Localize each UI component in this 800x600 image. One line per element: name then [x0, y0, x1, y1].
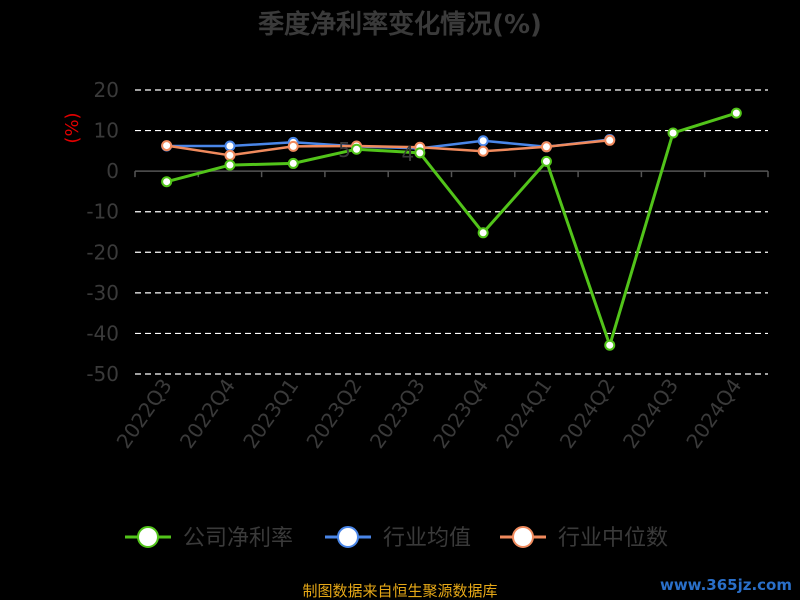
- grid-lines: [135, 89, 768, 375]
- x-tick-label: 2022Q3: [112, 374, 177, 453]
- data-point: [414, 147, 426, 159]
- data-label: 5: [338, 138, 351, 162]
- x-tick-label: 2024Q3: [618, 374, 683, 453]
- data-point: [477, 227, 489, 239]
- watermark: www.365jz.com: [660, 576, 792, 594]
- data-point: [351, 143, 363, 155]
- legend-label: 行业均值: [383, 526, 471, 551]
- x-tick-label: 2024Q2: [555, 374, 620, 453]
- x-tick-label: 2024Q4: [681, 374, 746, 453]
- series-group: [161, 107, 742, 351]
- legend-marker: [337, 526, 359, 548]
- legend-label: 公司净利率: [183, 526, 293, 551]
- data-point: [287, 157, 299, 169]
- legend-marker: [512, 526, 534, 548]
- x-tick-label: 2022Q4: [175, 374, 240, 453]
- x-ticks: 2022Q32022Q42023Q12023Q22023Q32023Q42024…: [112, 374, 747, 453]
- y-tick-label: -40: [86, 321, 119, 345]
- legend-marker: [137, 526, 159, 548]
- legend: 公司净利率 行业均值 行业中位数: [125, 526, 668, 551]
- x-tick-label: 2023Q3: [365, 374, 430, 453]
- legend-label: 行业中位数: [558, 526, 668, 551]
- data-point: [224, 149, 236, 161]
- data-point: [477, 145, 489, 157]
- y-tick-label: -30: [86, 281, 119, 305]
- x-tick-label: 2023Q2: [301, 374, 366, 453]
- data-label: 4: [401, 142, 414, 166]
- y-tick-label: 20: [94, 78, 119, 102]
- data-point: [540, 155, 552, 167]
- data-point: [224, 140, 236, 152]
- data-point: [161, 176, 173, 188]
- y-axis-label: (%): [62, 112, 83, 143]
- chart-title: 季度净利率变化情况(%): [258, 9, 542, 40]
- data-point: [287, 140, 299, 152]
- y-tick-label: -50: [86, 362, 119, 386]
- data-point: [730, 107, 742, 119]
- y-tick-label: 0: [106, 159, 119, 183]
- footer-source: 制图数据来自恒生聚源数据库: [302, 582, 497, 600]
- data-point: [667, 127, 679, 139]
- data-point: [161, 140, 173, 152]
- x-tick-label: 2023Q4: [428, 374, 493, 453]
- x-tick-label: 2024Q1: [491, 374, 556, 453]
- series-line: [166, 111, 737, 347]
- data-point: [477, 135, 489, 147]
- y-tick-label: 10: [94, 119, 119, 143]
- y-ticks: 20 10 0 -10 -20 -30 -40 -50: [86, 78, 119, 386]
- y-tick-label: -10: [86, 200, 119, 224]
- x-tick-label: 2023Q1: [238, 374, 303, 453]
- y-tick-label: -20: [86, 240, 119, 264]
- data-point: [604, 134, 616, 146]
- data-point: [604, 339, 616, 351]
- data-point: [540, 141, 552, 153]
- x-axis: [134, 170, 769, 178]
- series-line: [166, 139, 610, 157]
- data-point: [224, 159, 236, 171]
